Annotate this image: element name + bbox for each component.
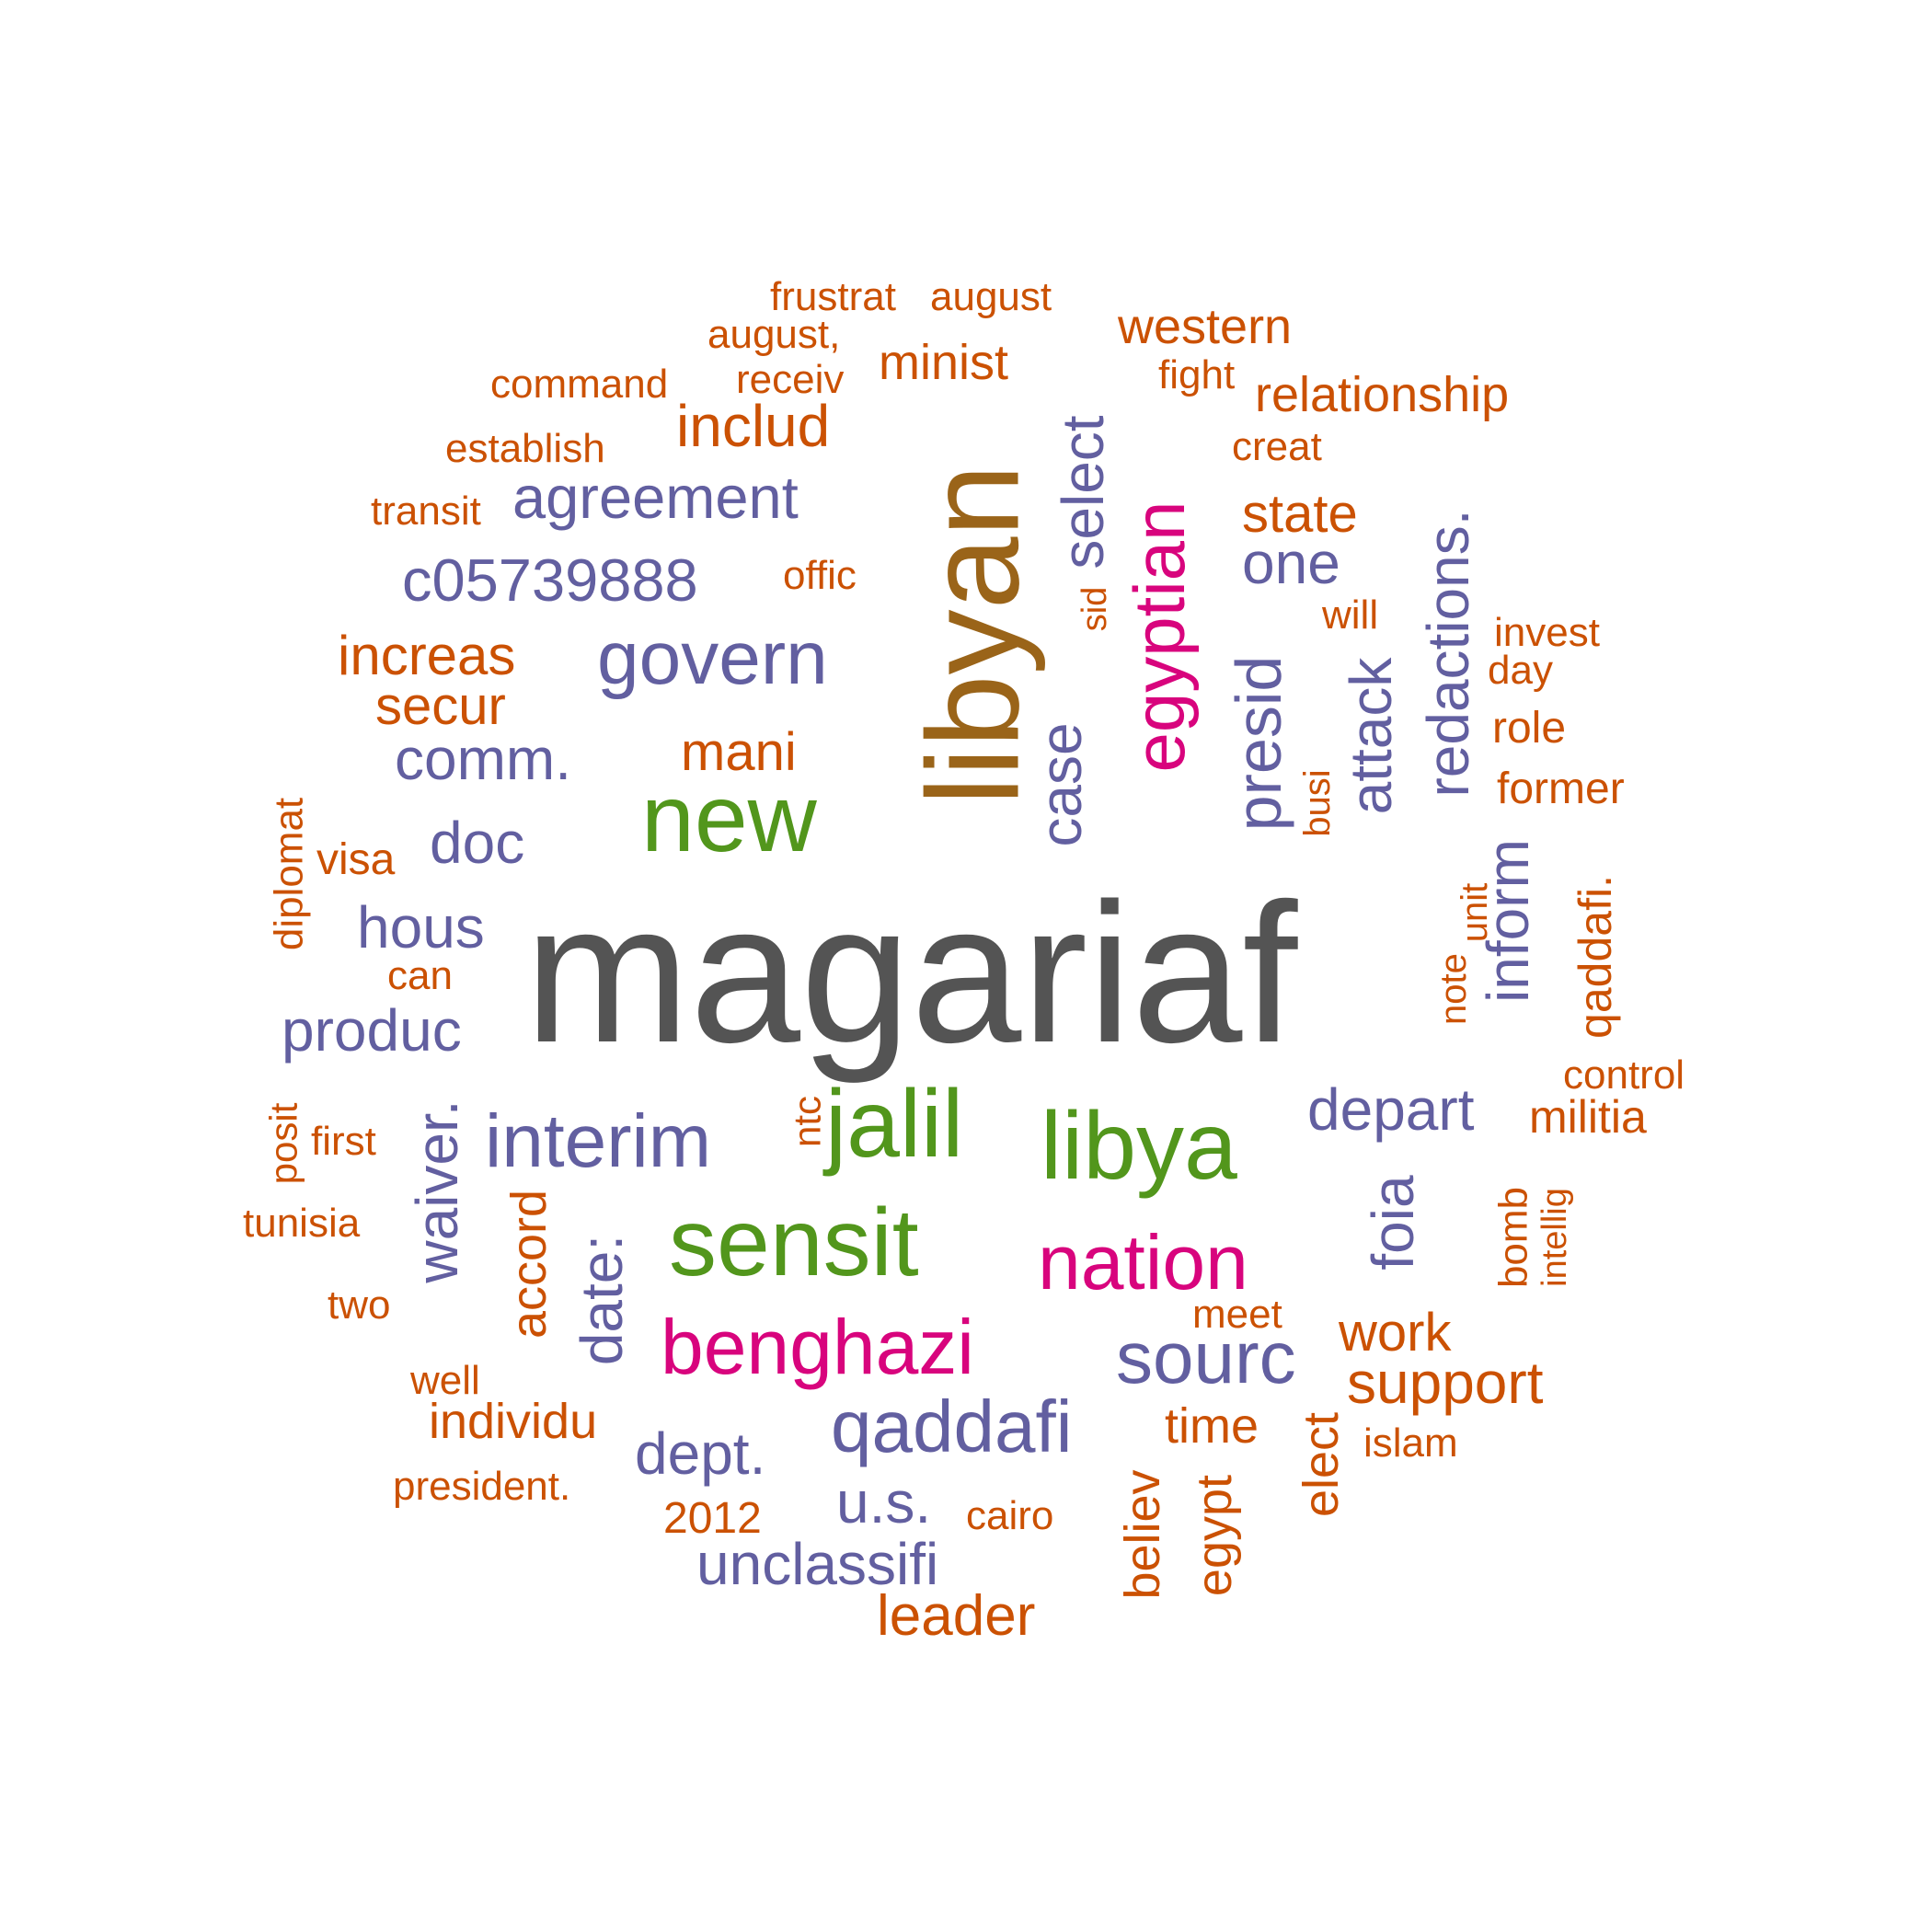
word-egypt: egypt — [1187, 1475, 1242, 1596]
word-agreement: agreement — [512, 464, 799, 531]
word-creat: creat — [1232, 424, 1322, 469]
word-interim: interim — [485, 1099, 711, 1183]
word-president: president. — [393, 1464, 570, 1509]
word-foia: foia — [1360, 1175, 1426, 1271]
word-tunisia: tunisia — [243, 1201, 361, 1246]
word-islam: islam — [1363, 1420, 1458, 1466]
word-attack: attack — [1338, 657, 1404, 815]
word-cairo: cairo — [966, 1493, 1053, 1538]
word-nation: nation — [1038, 1219, 1248, 1305]
word-case: case — [1028, 722, 1094, 846]
word-egyptian: egyptian — [1119, 501, 1200, 773]
word-minist: minist — [879, 335, 1008, 390]
word-qaddafi: qaddafi. — [1570, 875, 1621, 1039]
word-will: will — [1321, 592, 1378, 638]
word-benghazi: benghazi — [661, 1304, 974, 1390]
word-unit: unit — [1455, 883, 1495, 943]
word-waiver: waiver. — [404, 1099, 470, 1283]
word-ntc: ntc — [786, 1096, 829, 1147]
word-magariaf: magariaf — [524, 861, 1298, 1084]
word-two: two — [328, 1282, 390, 1328]
word-comm: comm. — [395, 726, 571, 792]
word-doc: doc — [430, 810, 524, 876]
word-one: one — [1242, 530, 1340, 596]
word-secur: secur — [375, 676, 506, 736]
word-day: day — [1488, 648, 1553, 693]
word-intellig: intellig — [1535, 1188, 1574, 1287]
word-western: western — [1117, 299, 1292, 354]
word-presid: presid — [1223, 656, 1294, 832]
word-receiv: receiv — [736, 357, 844, 402]
word-accord: accord — [501, 1190, 557, 1339]
word-august: august — [930, 274, 1052, 319]
word-u-s: u.s. — [836, 1469, 931, 1535]
word-command: command — [490, 362, 668, 407]
word-libyan: libyan — [901, 464, 1047, 805]
word-select: select — [1050, 415, 1116, 569]
word-believ: believ — [1115, 1469, 1170, 1599]
word-state: state — [1242, 484, 1358, 544]
word-frustrat: frustrat — [770, 274, 896, 319]
word-busi: busi — [1297, 769, 1338, 836]
word-work: work — [1338, 1303, 1452, 1363]
word-elect: elect — [1294, 1412, 1349, 1517]
word-transit: transit — [371, 489, 481, 534]
word-govern: govern — [597, 616, 828, 700]
word-time: time — [1165, 1398, 1259, 1454]
word-individu: individu — [429, 1394, 597, 1449]
word-unclassifi: unclassifi — [696, 1531, 938, 1597]
word-mani: mani — [681, 722, 797, 782]
word-increas: increas — [338, 625, 515, 686]
word-can: can — [387, 953, 453, 998]
word-well: well — [409, 1358, 480, 1403]
word-meet: meet — [1192, 1292, 1282, 1337]
word-sourc: sourc — [1116, 1317, 1296, 1398]
word-offic: offic — [783, 553, 857, 598]
word-leader: leader — [877, 1584, 1035, 1648]
word-sensit: sensit — [669, 1190, 919, 1296]
word-libya: libya — [1041, 1093, 1237, 1200]
word-establish: establish — [445, 426, 605, 471]
word-militia: militia — [1529, 1091, 1647, 1143]
word-note: note — [1433, 953, 1474, 1025]
word-first: first — [311, 1119, 376, 1164]
word-inform: inform — [1475, 839, 1541, 1003]
word-august: august, — [707, 312, 840, 357]
word-qaddafi: qaddafi — [831, 1386, 1072, 1467]
word-dept: dept. — [635, 1420, 765, 1487]
word-redactions: redactions. — [1415, 509, 1481, 797]
word-visa: visa — [316, 835, 396, 884]
word-posit: posit — [262, 1102, 305, 1184]
word-jalil: jalil — [822, 1071, 963, 1178]
word-support: support — [1347, 1350, 1544, 1416]
word-relationship: relationship — [1255, 367, 1509, 422]
word-new: new — [641, 765, 818, 872]
word-diplomat: diplomat — [267, 798, 312, 950]
word-c05739888: c05739888 — [402, 546, 698, 614]
word-role: role — [1492, 704, 1566, 753]
word-includ: includ — [676, 393, 830, 459]
word-invest: invest — [1494, 610, 1600, 655]
word-fight: fight — [1158, 352, 1235, 397]
word-2012: 2012 — [663, 1494, 762, 1543]
word-bomb: bomb — [1491, 1187, 1536, 1288]
word-hous: hous — [357, 894, 485, 960]
word-produc: produc — [282, 997, 462, 1064]
word-date: date: — [569, 1235, 635, 1365]
word-depart: depart — [1307, 1076, 1475, 1143]
word-control: control — [1563, 1052, 1685, 1098]
word-sid: sid — [1075, 587, 1114, 632]
word-former: former — [1497, 765, 1625, 813]
